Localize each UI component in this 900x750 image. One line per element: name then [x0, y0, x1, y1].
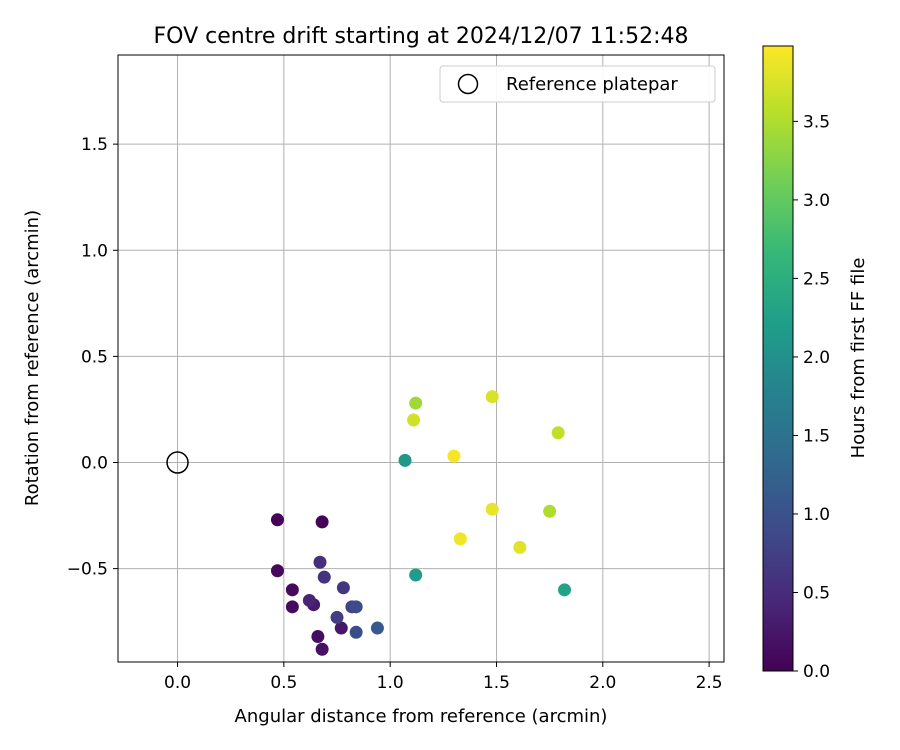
y-axis-label: Rotation from reference (arcmin) [22, 210, 43, 506]
x-tick-label: 2.5 [696, 673, 723, 693]
data-point [317, 570, 331, 584]
x-tick-label: 1.0 [377, 673, 404, 693]
data-point [313, 555, 327, 569]
y-tick-label: −0.5 [67, 560, 108, 580]
data-point [302, 593, 316, 607]
plot-frame [117, 54, 725, 663]
data-points [166, 390, 572, 656]
data-point [551, 426, 565, 440]
y-tick-label: 0.5 [81, 347, 108, 367]
data-point [407, 413, 421, 427]
legend-reference-label: Reference platepar [506, 74, 678, 95]
y-tick-label: 0.0 [81, 453, 108, 473]
colorbar: 0.0 0.5 1.0 1.5 2.0 2.5 3.0 3.5 Hours from firs… [762, 45, 869, 682]
data-point [349, 600, 363, 614]
data-point [311, 630, 325, 644]
data-point [270, 513, 284, 527]
data-point [334, 621, 348, 635]
data-point [513, 540, 527, 554]
data-point [315, 515, 329, 529]
data-point [447, 449, 461, 463]
legend: Reference platepar [439, 65, 716, 103]
data-point [485, 390, 499, 404]
data-point [453, 532, 467, 546]
legend-box [439, 65, 716, 103]
data-point [336, 581, 350, 595]
colorbar-tick-label: 3.5 [803, 112, 830, 132]
y-tick-label: 1.5 [81, 135, 108, 155]
colorbar-tick-label: 2.5 [803, 269, 830, 289]
y-tick-label: 1.0 [81, 241, 108, 261]
x-tick-label: 2.0 [589, 673, 616, 693]
legend-reference-marker [457, 73, 479, 95]
colorbar-tick-label: 2.0 [803, 348, 830, 368]
data-point [409, 396, 423, 410]
data-point [398, 453, 412, 467]
colorbar-label: Hours from first FF file [848, 258, 869, 459]
reference-platepar-marker [166, 451, 189, 474]
colorbar-gradient [762, 45, 794, 672]
grid [118, 55, 724, 662]
x-tick-label: 1.5 [483, 673, 510, 693]
data-point [330, 610, 344, 624]
data-point [370, 621, 384, 635]
colorbar-ticks: 0.0 0.5 1.0 1.5 2.0 2.5 3.0 3.5 [793, 112, 830, 682]
data-point [285, 600, 299, 614]
chart-title: FOV centre drift starting at 2024/12/07 … [154, 24, 689, 49]
axis-ticks: 0.0 0.5 1.0 1.5 2.0 2.5 −0.5 0.0 0.5 1.0 1.5 [67, 135, 723, 693]
x-axis-label: Angular distance from reference (arcmin) [235, 706, 608, 727]
data-point [409, 568, 423, 582]
colorbar-tick-label: 0.0 [803, 662, 830, 682]
data-point [558, 583, 572, 597]
data-point [485, 502, 499, 516]
data-point [285, 583, 299, 597]
data-point [315, 642, 329, 656]
data-point [270, 564, 284, 578]
colorbar-tick-label: 1.0 [803, 505, 830, 525]
colorbar-tick-label: 1.5 [803, 426, 830, 446]
data-point [349, 625, 363, 639]
colorbar-tick-label: 0.5 [803, 583, 830, 603]
data-point [543, 504, 557, 518]
x-tick-label: 0.0 [164, 673, 191, 693]
colorbar-tick-label: 3.0 [803, 191, 830, 211]
x-tick-label: 0.5 [270, 673, 297, 693]
